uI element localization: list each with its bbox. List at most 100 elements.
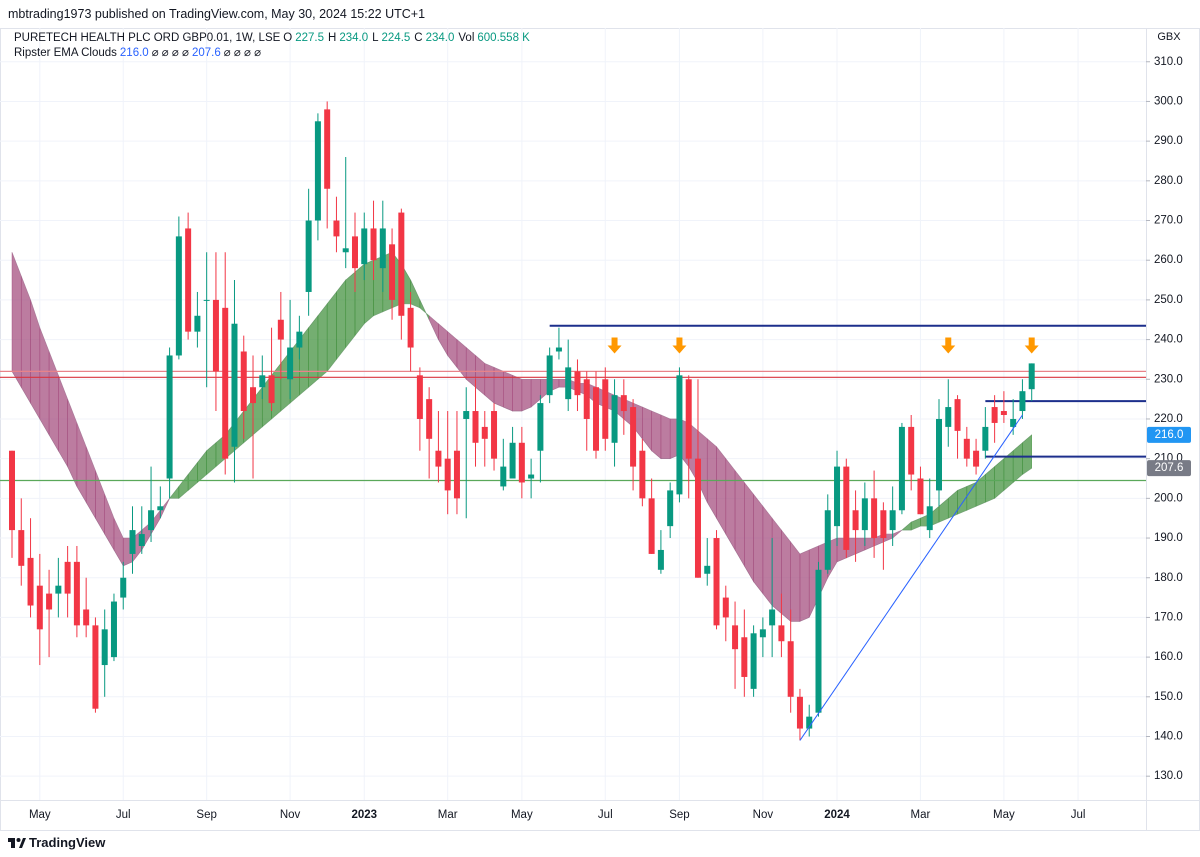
ema-cloud — [1022, 434, 1032, 476]
x-tick-label: Sep — [669, 809, 689, 821]
candle-body — [778, 625, 785, 642]
candle-body — [120, 577, 127, 598]
ema-cloud — [30, 299, 41, 421]
candle-body — [36, 585, 43, 630]
candle-body — [296, 331, 303, 348]
x-tick-label: Jul — [598, 809, 613, 821]
arrow-annotation — [1024, 337, 1039, 354]
candle-body — [936, 418, 942, 491]
ema-cloud — [438, 323, 448, 357]
ema-cloud — [957, 485, 968, 515]
y-tick-label: 190.0 — [1154, 532, 1183, 544]
x-tick-label: Nov — [753, 809, 774, 821]
price-badge-label: 216.0 — [1155, 429, 1184, 441]
candle-body — [796, 696, 803, 729]
x-tick-label: 2024 — [824, 809, 850, 821]
ema-cloud — [197, 449, 207, 484]
y-tick-label: 160.0 — [1154, 651, 1183, 663]
candle-body — [815, 569, 822, 713]
candle-body — [9, 450, 15, 531]
x-tick-label: May — [993, 809, 1015, 821]
x-tick-label: Jul — [116, 809, 131, 821]
candle-body — [472, 411, 479, 443]
candle-body — [871, 498, 878, 539]
price-badge — [1147, 426, 1191, 443]
candle-body — [537, 403, 544, 451]
candle-body — [926, 506, 933, 531]
candle-body — [351, 236, 358, 269]
candle-body — [898, 426, 905, 511]
candle-body — [129, 530, 136, 554]
y-tick-label: 150.0 — [1154, 691, 1183, 703]
candle-body — [546, 355, 553, 396]
indicator-legend: Ripster EMA Clouds 216.0 ⌀ ⌀ ⌀ ⌀ 207.6 ⌀ ⌀ ⌀… — [14, 46, 534, 61]
ema-cloud — [345, 271, 356, 349]
axes: 130.0 140.0 150.0 160.0 170.0 180.0 190.0 200.0… — [29, 56, 1191, 821]
candle-body — [1028, 363, 1035, 390]
candle-body — [333, 220, 340, 237]
candle-body — [639, 450, 646, 499]
trendline — [799, 414, 1023, 741]
ema-cloud — [20, 275, 31, 405]
ema-cloud — [771, 517, 782, 615]
ohlc-key: C — [414, 32, 423, 44]
candle-body — [593, 387, 600, 451]
candle-body — [982, 426, 989, 451]
y-tick-label: 280.0 — [1154, 175, 1183, 187]
candle-body — [1010, 418, 1017, 427]
publisher-line: mbtrading1973 published on TradingView.c… — [8, 7, 426, 21]
grid — [0, 28, 1146, 800]
candle-body — [963, 438, 970, 459]
candle-body — [259, 375, 266, 388]
y-tick-label: 310.0 — [1154, 56, 1183, 68]
arrow-annotation — [941, 337, 956, 354]
candle-body — [732, 625, 739, 650]
candle-body — [657, 549, 664, 570]
candle-body — [704, 565, 711, 574]
candle-body — [55, 585, 62, 594]
ema-cloud — [781, 529, 791, 623]
candle-body — [917, 478, 924, 515]
candle-body — [602, 379, 609, 439]
candle-body — [722, 597, 729, 618]
ema-cloud — [67, 399, 78, 487]
ema-cloud — [642, 406, 652, 452]
price-badge-label: 207.6 — [1155, 462, 1184, 474]
candle-body — [787, 641, 794, 697]
ohlc-value: 600.558 K — [477, 32, 530, 44]
y-tick-label: 170.0 — [1154, 611, 1183, 623]
candle-body — [379, 228, 386, 269]
y-tick-label: 270.0 — [1154, 215, 1183, 227]
candle-body — [676, 375, 683, 495]
ema-cloud — [206, 442, 217, 476]
candle-body — [694, 458, 701, 578]
candle-body — [565, 367, 572, 400]
candle-body — [46, 593, 53, 610]
symbol: PURETECH HEALTH PLC ORD GBP0.01, 1W, LSE — [14, 32, 281, 44]
candle-body — [769, 609, 776, 626]
y-tick-label: 180.0 — [1154, 572, 1183, 584]
candle-body — [416, 375, 423, 419]
ema-cloud — [753, 493, 764, 595]
candle-body — [73, 561, 80, 626]
currency: GBX — [1157, 31, 1181, 43]
candle-body — [945, 407, 952, 427]
ema-cloud — [855, 537, 866, 555]
ohlc-key: O — [283, 32, 293, 44]
candle-body — [64, 561, 71, 594]
ohlc-value: 234.0 — [425, 32, 455, 44]
candle-body — [314, 121, 321, 221]
ema-cloud — [651, 410, 662, 460]
candle-body — [908, 426, 915, 475]
ohlc-value: 227.5 — [295, 32, 325, 44]
candle-body — [194, 315, 201, 332]
ohlc-key: L — [372, 32, 379, 44]
ema-cloud — [660, 414, 671, 459]
ema-cloud — [734, 469, 745, 567]
candle-body — [277, 319, 284, 340]
candle-body — [509, 442, 516, 479]
candle-body — [268, 375, 275, 404]
x-tick-label: May — [29, 809, 51, 821]
ema-cloud — [336, 279, 347, 361]
